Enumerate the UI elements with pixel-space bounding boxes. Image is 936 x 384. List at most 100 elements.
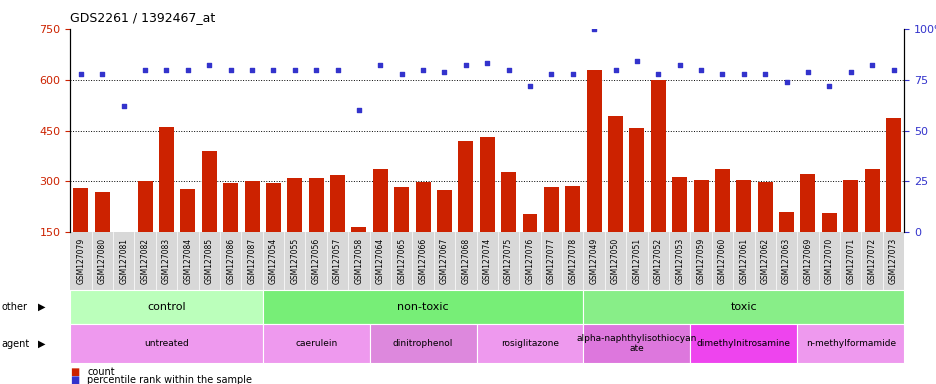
Text: GSM127064: GSM127064 [375,238,385,284]
Bar [416,182,431,283]
Text: caerulein: caerulein [295,339,337,348]
Bar [799,174,814,283]
Text: GSM127075: GSM127075 [504,238,513,284]
Point [778,79,793,85]
Text: rosiglitazone: rosiglitazone [501,339,559,348]
Bar [821,213,836,283]
Bar [842,180,857,283]
Text: GSM127087: GSM127087 [247,238,256,284]
Point [329,66,344,73]
Text: GSM127058: GSM127058 [354,238,363,284]
Bar [885,118,900,283]
Point [671,62,686,68]
Bar [287,178,302,283]
Bar [543,187,558,283]
Bar [159,127,174,283]
Bar [757,182,772,283]
Point [629,58,644,65]
Text: GSM127061: GSM127061 [739,238,748,284]
Text: GSM127083: GSM127083 [162,238,170,284]
Point [159,66,174,73]
Point [821,83,836,89]
Point [436,68,451,74]
Text: GSM127073: GSM127073 [888,238,897,284]
Text: ▶: ▶ [37,339,45,349]
Bar [308,178,323,283]
Text: toxic: toxic [730,302,756,312]
Point [73,71,88,77]
Text: GSM127080: GSM127080 [97,238,107,284]
Bar [501,172,516,283]
Text: GSM127049: GSM127049 [589,238,598,284]
Point [714,71,729,77]
Bar [436,190,451,283]
Text: percentile rank within the sample: percentile rank within the sample [87,375,252,384]
Text: GSM127074: GSM127074 [482,238,491,284]
Text: dinitrophenol: dinitrophenol [392,339,453,348]
Text: GSM127086: GSM127086 [226,238,235,284]
Text: dimethylnitrosamine: dimethylnitrosamine [696,339,790,348]
Text: GSM127071: GSM127071 [845,238,855,284]
Text: GSM127081: GSM127081 [119,238,128,284]
Point [564,71,579,77]
Text: GSM127060: GSM127060 [717,238,726,284]
Point [287,66,302,73]
Point [736,71,751,77]
Text: GSM127072: GSM127072 [867,238,876,284]
Point [95,71,110,77]
Text: GSM127076: GSM127076 [525,238,534,284]
Bar [266,184,281,283]
Point [864,62,879,68]
Text: untreated: untreated [144,339,189,348]
Point [757,71,772,77]
Bar [671,177,686,283]
Text: n-methylformamide: n-methylformamide [805,339,895,348]
Bar [138,181,153,283]
Bar [458,141,473,283]
Bar [693,180,708,283]
Point [116,103,131,109]
Text: GSM127084: GSM127084 [183,238,192,284]
Bar [95,192,110,283]
Bar [586,70,601,283]
Text: control: control [147,302,185,312]
Bar [329,175,344,283]
Point [244,66,259,73]
Bar [244,181,259,283]
Point [586,26,601,32]
Text: ■: ■ [70,375,80,384]
Bar [522,214,537,283]
Text: GSM127055: GSM127055 [290,238,299,284]
Text: GSM127059: GSM127059 [695,238,705,284]
Text: GSM127079: GSM127079 [77,238,85,284]
Text: GSM127070: GSM127070 [824,238,833,284]
Bar [394,187,409,283]
Point [308,66,323,73]
Bar [736,180,751,283]
Bar [116,234,131,283]
Text: GSM127054: GSM127054 [269,238,278,284]
Point [458,62,473,68]
Text: ■: ■ [70,367,80,377]
Text: GSM127068: GSM127068 [461,238,470,284]
Text: GDS2261 / 1392467_at: GDS2261 / 1392467_at [70,12,215,25]
Point [416,66,431,73]
Point [607,66,622,73]
Text: GSM127065: GSM127065 [397,238,406,284]
Bar [629,128,644,283]
Text: GSM127051: GSM127051 [632,238,641,284]
Bar [223,184,238,283]
Text: GSM127063: GSM127063 [782,238,790,284]
Text: GSM127078: GSM127078 [567,238,577,284]
Point [693,66,708,73]
Text: non-toxic: non-toxic [397,302,448,312]
Point [373,62,388,68]
Point [842,68,857,74]
Point [181,66,196,73]
Point [522,83,537,89]
Point [394,71,409,77]
Bar [651,80,665,283]
Text: GSM127052: GSM127052 [653,238,662,284]
Point [651,71,665,77]
Point [479,60,494,66]
